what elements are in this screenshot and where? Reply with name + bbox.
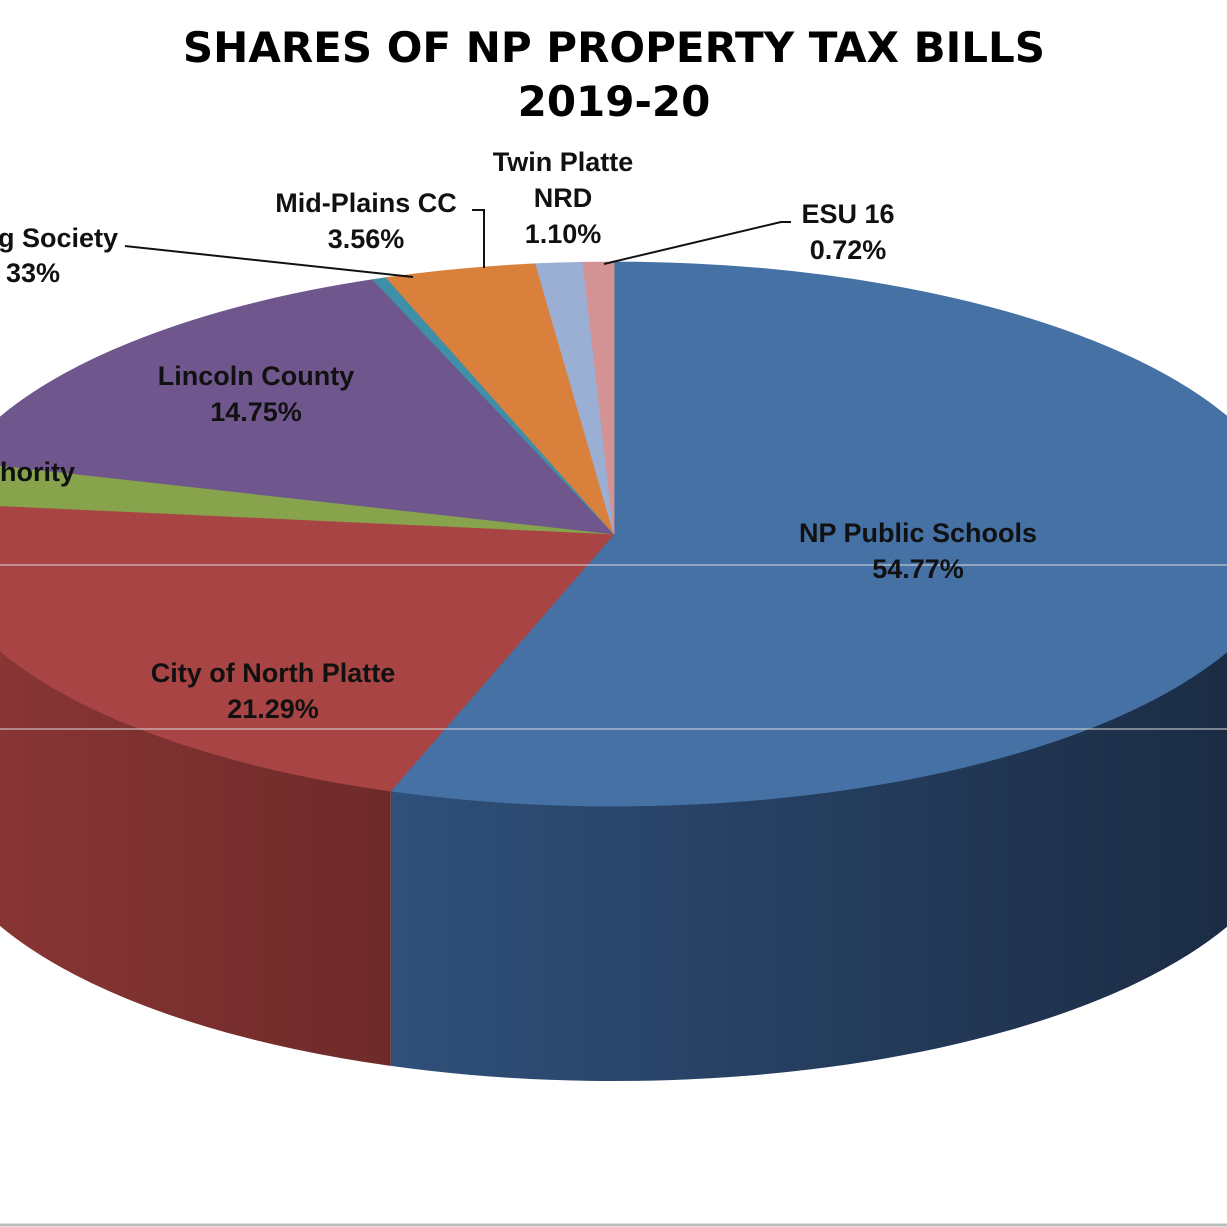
- pie-slice-np-public-schools: [389, 261, 1227, 807]
- pie-slice-city-of-north-platte: [0, 505, 615, 792]
- leader-line-society: [124, 245, 414, 278]
- data-label-np-schools: NP Public Schools: [799, 518, 1037, 548]
- data-label-authority: hority: [0, 457, 75, 487]
- leader-line-midplains: [472, 209, 485, 268]
- pie-slice-lincoln-county: [0, 279, 616, 535]
- data-label-city-pct: 21.29%: [227, 694, 319, 724]
- data-label-county: Lincoln County: [158, 361, 354, 391]
- data-label-np-schools-pct: 54.77%: [872, 554, 964, 584]
- data-label-nrd-pct: 1.10%: [525, 219, 602, 249]
- pie-side-city-of-north-platte: [0, 650, 391, 1066]
- chart-subtitle: 2019-20: [518, 77, 711, 126]
- chart-title: SHARES OF NP PROPERTY TAX BILLS: [183, 23, 1045, 72]
- data-label-society: g Society: [0, 223, 118, 253]
- data-label-esu: ESU 16: [801, 199, 894, 229]
- data-label-nrd-line1: Twin Platte: [493, 147, 634, 177]
- pie-side-np-public-schools: [390, 651, 1227, 1081]
- data-label-county-pct: 14.75%: [210, 397, 302, 427]
- data-label-midplains: Mid-Plains CC: [275, 188, 457, 218]
- data-label-midplains-pct: 3.56%: [328, 224, 405, 254]
- data-label-nrd-line2: NRD: [534, 183, 593, 213]
- data-label-esu-pct: 0.72%: [810, 235, 887, 265]
- data-label-society-pct: 33%: [6, 258, 60, 288]
- data-label-city: City of North Platte: [151, 658, 396, 688]
- slices-group: [0, 261, 1227, 1081]
- leader-line-esu: [603, 221, 791, 265]
